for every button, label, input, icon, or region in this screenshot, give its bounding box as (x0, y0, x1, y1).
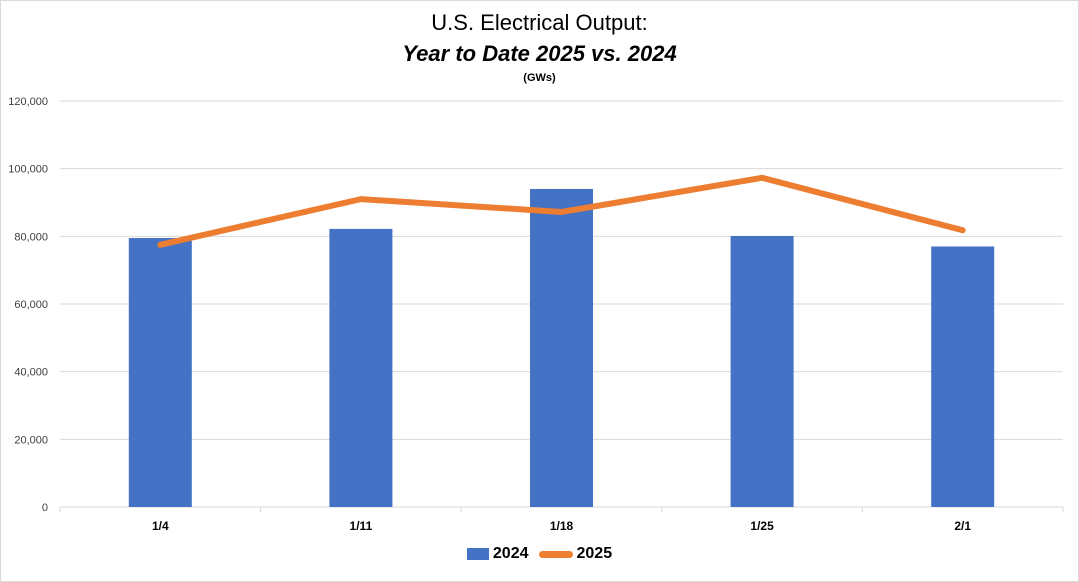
chart-subtitle: Year to Date 2025 vs. 2024 (402, 41, 677, 66)
y-tick-label: 120,000 (8, 96, 48, 108)
y-tick-label: 40,000 (14, 367, 48, 379)
x-tick-label: 1/18 (550, 519, 574, 533)
legend-label-2024: 2024 (492, 545, 529, 562)
chart-unit-note: (GWs) (523, 72, 556, 84)
bar-2024 (730, 235, 794, 507)
bar-2024 (530, 188, 593, 507)
y-tick-label: 100,000 (8, 164, 48, 176)
x-tick-label: 1/4 (152, 519, 169, 533)
legend-swatch-2024 (466, 548, 489, 560)
bar-2024 (329, 228, 393, 507)
y-tick-label: 20,000 (14, 434, 48, 446)
legend-label-2025: 2025 (576, 545, 613, 562)
bar-2024 (931, 246, 995, 507)
bar-2024 (128, 238, 192, 507)
legend-item-2024: 2024 (466, 545, 529, 563)
x-tick-label: 1/25 (750, 519, 774, 533)
x-tick-label: 1/11 (350, 519, 373, 533)
y-tick-label: 80,000 (14, 231, 48, 243)
legend-swatch-2025 (538, 550, 573, 558)
y-tick-label: 0 (42, 502, 48, 514)
chart-legend: 2024 2025 (0, 545, 1079, 563)
chart-title: U.S. Electrical Output: (431, 10, 648, 35)
x-tick-label: 2/1 (954, 519, 971, 533)
y-tick-label: 60,000 (14, 299, 48, 311)
legend-item-2025: 2025 (538, 545, 613, 563)
